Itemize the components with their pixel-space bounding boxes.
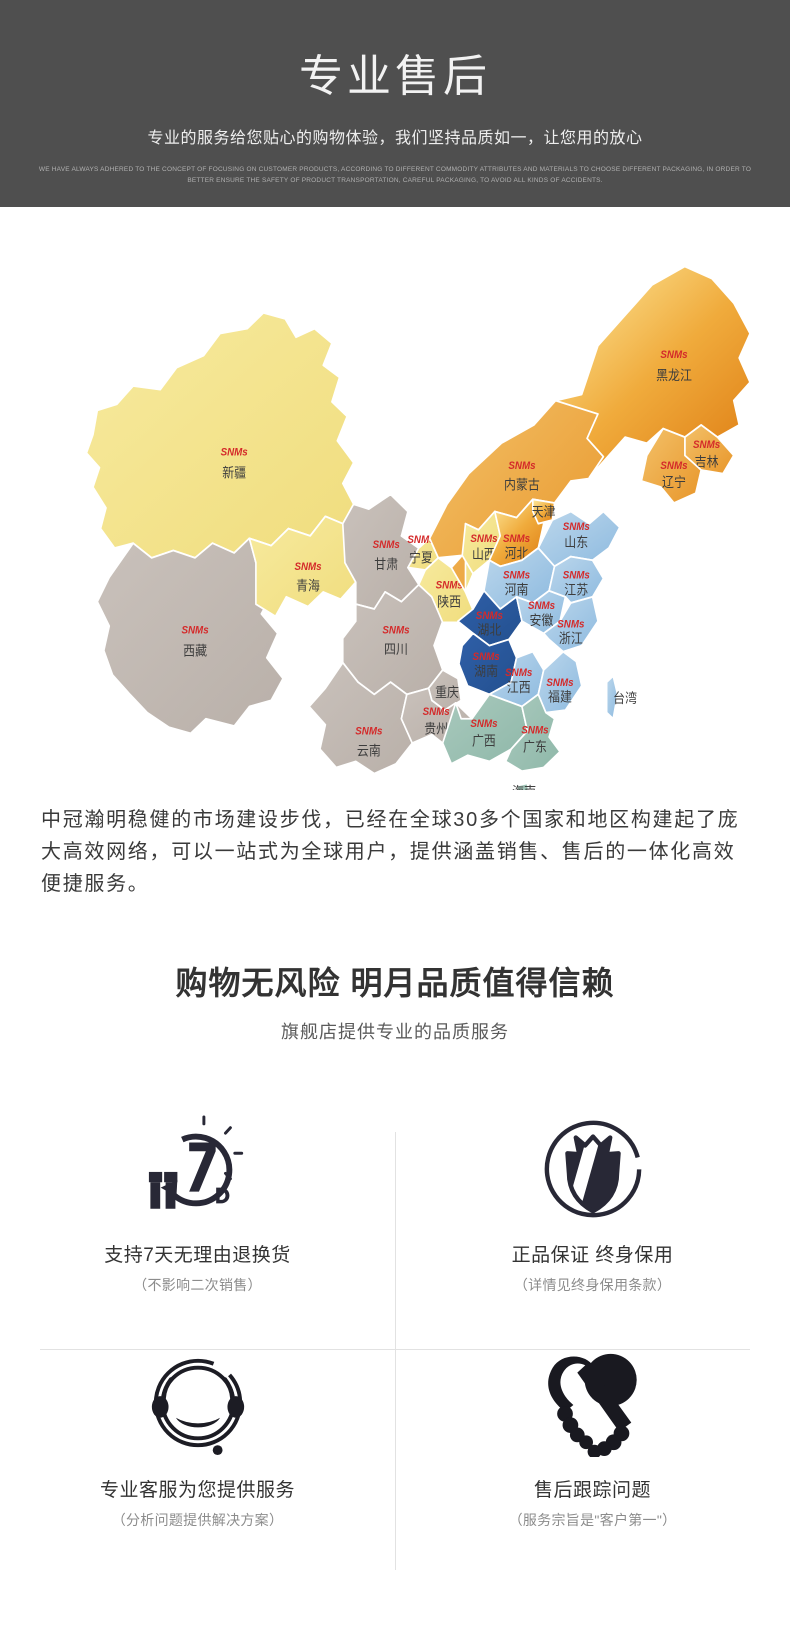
svg-text:SNMs: SNMs bbox=[521, 725, 548, 737]
svg-text:湖北: 湖北 bbox=[477, 623, 501, 638]
svg-text:SNMs: SNMs bbox=[546, 677, 573, 689]
svg-text:福建: 福建 bbox=[548, 690, 572, 705]
svg-text:江西: 江西 bbox=[507, 680, 531, 695]
svg-text:SNMs: SNMs bbox=[693, 440, 720, 452]
svg-text:浙江: 浙江 bbox=[559, 632, 583, 647]
svg-text:四川: 四川 bbox=[384, 643, 408, 658]
svg-text:SNMs: SNMs bbox=[508, 460, 535, 472]
svg-text:山东: 山东 bbox=[564, 535, 588, 550]
svg-text:广东: 广东 bbox=[523, 740, 547, 755]
svg-text:甘肃: 甘肃 bbox=[374, 557, 398, 572]
svg-text:SNMs: SNMs bbox=[660, 349, 687, 361]
svg-text:SNMs: SNMs bbox=[473, 652, 500, 664]
svg-text:SNMs: SNMs bbox=[503, 570, 530, 582]
svg-text:SNMs: SNMs bbox=[528, 601, 555, 613]
svg-text:辽宁: 辽宁 bbox=[662, 476, 686, 491]
svg-text:SNMs: SNMs bbox=[503, 534, 530, 546]
svg-text:重庆: 重庆 bbox=[435, 684, 459, 700]
svg-text:SNMs: SNMs bbox=[470, 534, 497, 546]
svg-text:青海: 青海 bbox=[296, 579, 320, 594]
svg-text:SNMs: SNMs bbox=[505, 668, 532, 680]
svg-text:SNMs: SNMs bbox=[470, 719, 497, 731]
svg-text:河南: 河南 bbox=[505, 582, 529, 598]
svg-text:宁夏: 宁夏 bbox=[409, 551, 433, 566]
svg-text:SNMs: SNMs bbox=[373, 540, 400, 552]
svg-text:陕西: 陕西 bbox=[437, 594, 461, 610]
svg-text:天津: 天津 bbox=[532, 505, 556, 520]
svg-text:云南: 云南 bbox=[357, 743, 381, 759]
svg-text:SNMs: SNMs bbox=[557, 619, 584, 631]
svg-text:西藏: 西藏 bbox=[183, 644, 207, 659]
svg-text:SNMs: SNMs bbox=[563, 521, 590, 533]
svg-text:内蒙古: 内蒙古 bbox=[504, 478, 540, 493]
svg-text:安徽: 安徽 bbox=[530, 613, 554, 628]
svg-text:SNMs: SNMs bbox=[355, 726, 382, 738]
svg-text:SNMs: SNMs bbox=[182, 625, 209, 637]
svg-text:SNMs: SNMs bbox=[563, 570, 590, 582]
svg-text:江苏: 江苏 bbox=[564, 582, 588, 598]
svg-text:贵州: 贵州 bbox=[424, 722, 448, 737]
svg-text:SNMs: SNMs bbox=[423, 707, 450, 719]
svg-text:SNMs: SNMs bbox=[382, 625, 409, 637]
svg-text:广西: 广西 bbox=[472, 734, 496, 749]
svg-text:SNMs: SNMs bbox=[476, 610, 503, 622]
svg-text:SNMs: SNMs bbox=[660, 460, 687, 472]
svg-text:SNMs: SNMs bbox=[294, 562, 321, 574]
svg-text:SNMs: SNMs bbox=[221, 447, 248, 459]
svg-text:黑龙江: 黑龙江 bbox=[656, 368, 692, 383]
svg-text:台湾: 台湾 bbox=[613, 690, 637, 706]
svg-text:海南: 海南 bbox=[512, 784, 536, 790]
svg-text:湖南: 湖南 bbox=[474, 663, 498, 679]
svg-text:新疆: 新疆 bbox=[222, 465, 246, 481]
